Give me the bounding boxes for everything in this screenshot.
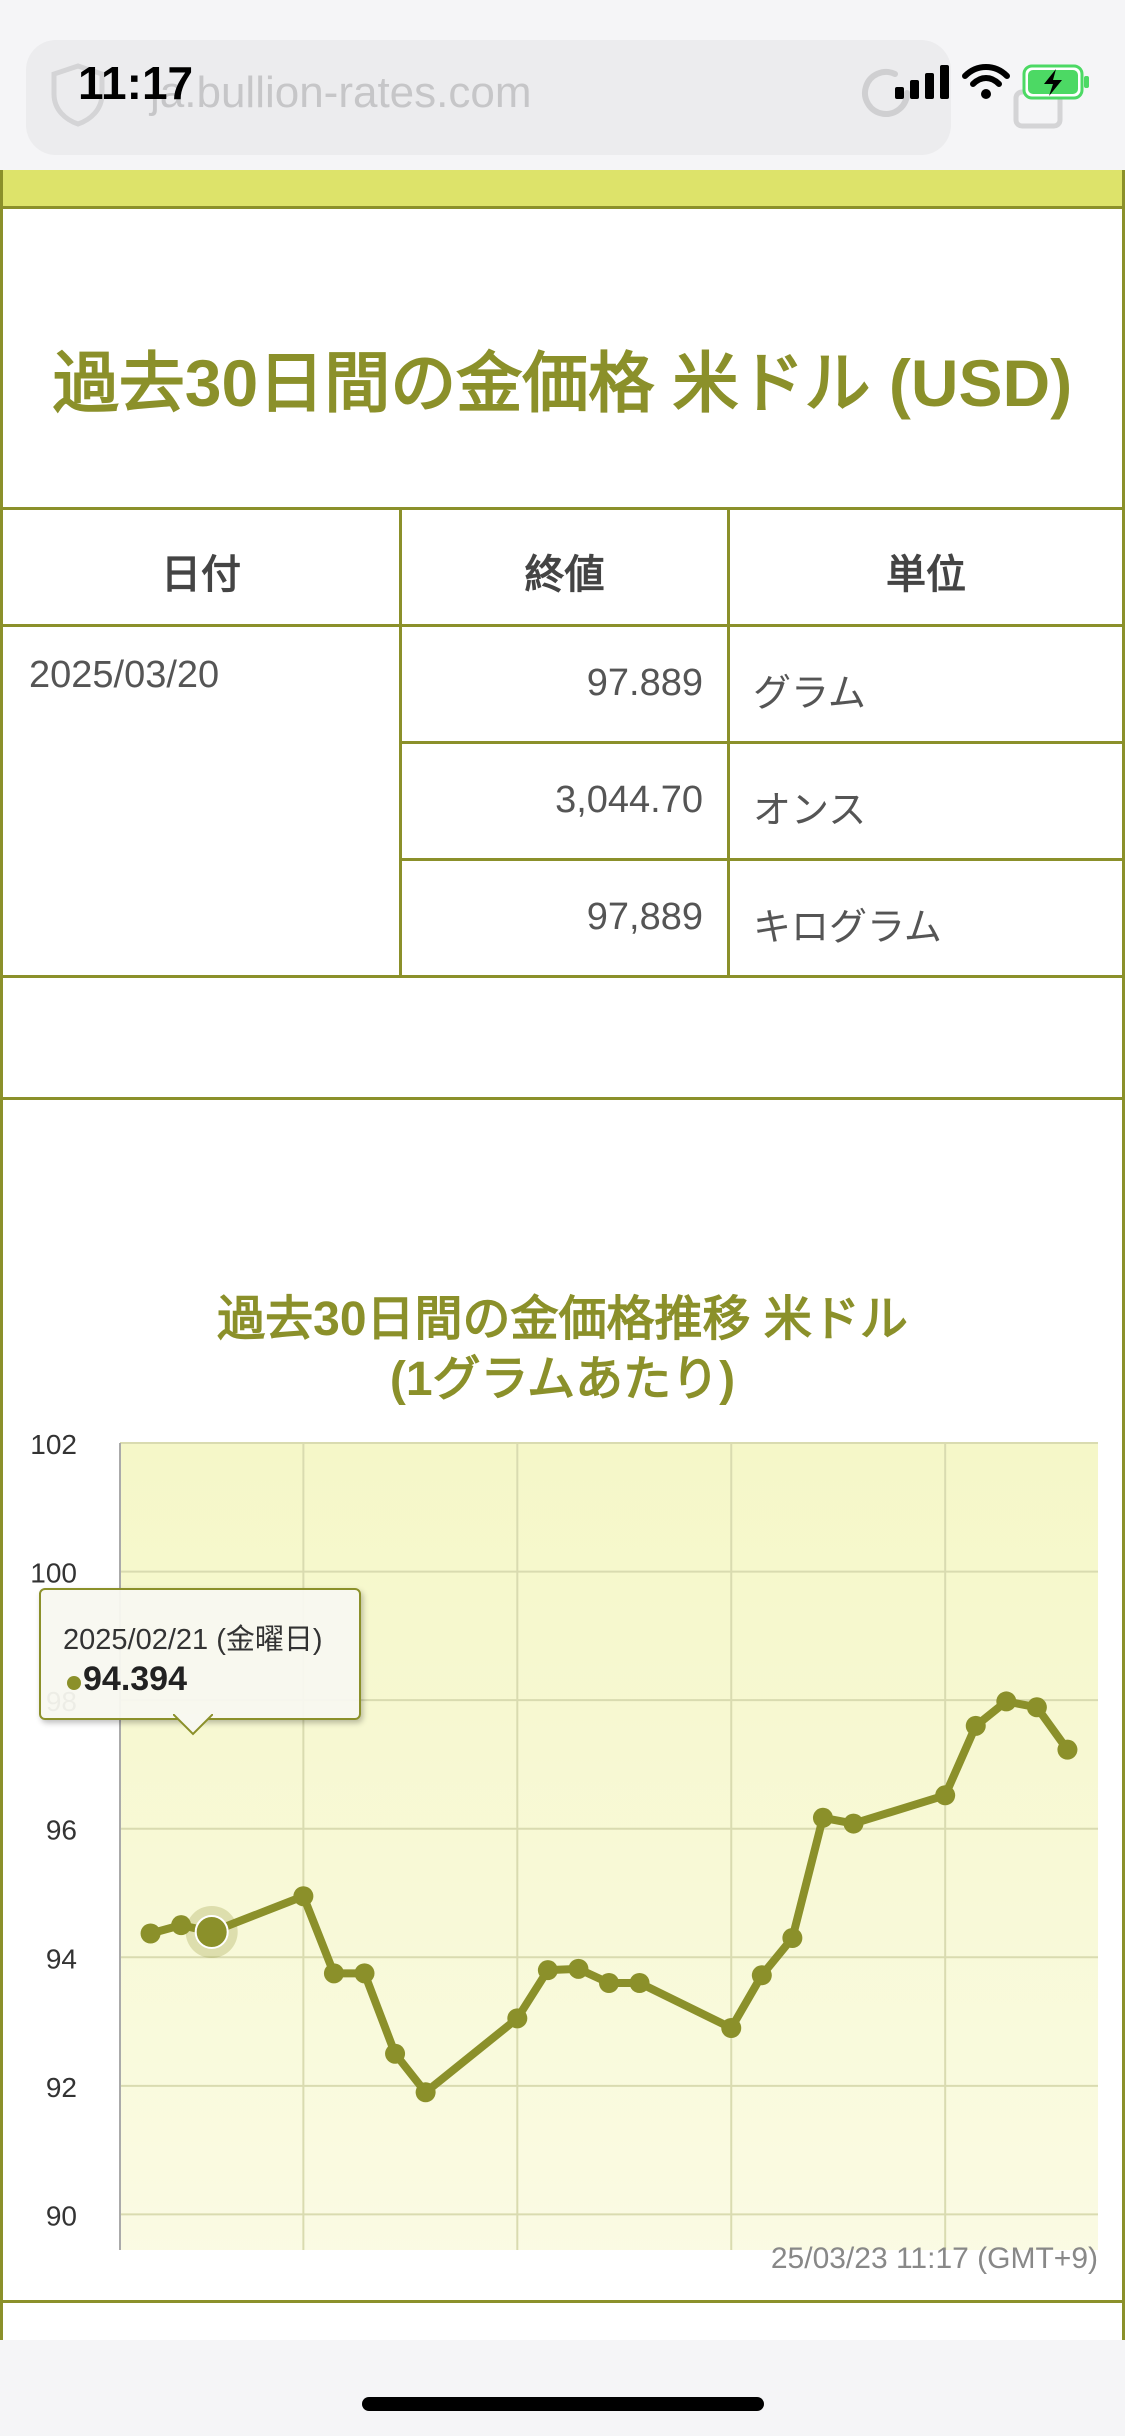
row-divider xyxy=(402,858,1122,861)
data-point xyxy=(354,1963,375,1984)
data-point xyxy=(415,2082,436,2103)
url-text[interactable]: ja.bullion-rates.com xyxy=(150,68,532,117)
y-tick-label: 90 xyxy=(46,2200,77,2231)
plot-background xyxy=(120,1443,1098,2250)
cellular-signal-icon xyxy=(895,65,949,99)
wifi-icon xyxy=(962,64,1010,99)
table-header-border xyxy=(3,624,1122,627)
data-point xyxy=(935,1785,956,1806)
chart-title-line2: (1グラムあたり) xyxy=(389,1353,736,1406)
unit-kilogram: キログラム xyxy=(753,907,942,949)
unit-gram: グラム xyxy=(753,673,866,715)
page-title: 過去30日間の金価格 米ドル (USD) xyxy=(52,346,1073,420)
tooltip-value: 94.394 xyxy=(83,1660,187,1698)
header-accent-strip xyxy=(3,170,1122,209)
data-point xyxy=(171,1915,192,1936)
data-point xyxy=(782,1928,803,1948)
column-divider xyxy=(399,507,402,978)
status-time: 11:17 xyxy=(78,57,194,109)
table-bottom-border xyxy=(3,975,1122,978)
data-point xyxy=(385,2043,406,2064)
data-point xyxy=(1026,1697,1047,1718)
data-point xyxy=(843,1813,864,1834)
data-point xyxy=(140,1923,161,1944)
price-chart[interactable]: 8890929496981001022月月24日3月月 3日3月月10日3月月1… xyxy=(3,1250,1122,2250)
shield-icon xyxy=(51,63,105,127)
price-ounce: 3,044.70 xyxy=(555,779,703,821)
data-point xyxy=(996,1691,1017,1712)
battery-charging-icon xyxy=(1022,64,1089,100)
y-tick-label: 94 xyxy=(46,1943,77,1974)
data-point xyxy=(599,1973,619,1993)
data-point xyxy=(629,1973,650,1993)
header-unit: 単位 xyxy=(886,553,966,597)
chart-timestamp: 25/03/23 11:17 (GMT+9) xyxy=(770,2242,1098,2275)
hover-point xyxy=(194,1914,229,1949)
bottom-toolbar xyxy=(0,2340,1125,2436)
y-tick-label: 102 xyxy=(30,1429,77,1460)
data-point xyxy=(751,1965,772,1986)
data-point xyxy=(965,1715,986,1736)
data-point xyxy=(1057,1739,1078,1760)
price-kilogram: 97,889 xyxy=(586,896,703,938)
table-top-border xyxy=(3,507,1122,510)
data-point xyxy=(293,1886,314,1907)
section-divider xyxy=(3,1097,1122,1100)
tooltip-date: 2025/02/21 (金曜日) xyxy=(63,1624,323,1656)
chart-tooltip: 2025/02/21 (金曜日) 94.394 xyxy=(39,1588,361,1720)
data-point xyxy=(812,1807,833,1828)
data-point xyxy=(537,1960,558,1981)
row-divider xyxy=(402,741,1122,744)
header-close: 終値 xyxy=(524,553,605,597)
data-point xyxy=(568,1958,589,1979)
tooltip-series-marker xyxy=(67,1676,81,1690)
chart-title-line1: 過去30日間の金価格推移 米ドル xyxy=(217,1293,908,1346)
price-gram: 97.889 xyxy=(586,662,703,704)
unit-ounce: オンス xyxy=(753,790,867,832)
header-date: 日付 xyxy=(161,553,241,597)
chart-title: 過去30日間の金価格推移 米ドル (1グラムあたり) xyxy=(3,1290,1122,1410)
column-divider xyxy=(727,507,730,978)
address-bar[interactable] xyxy=(26,40,951,155)
y-tick-label: 92 xyxy=(46,2072,77,2103)
date-cell: 2025/03/20 xyxy=(29,654,220,696)
data-point xyxy=(721,2018,742,2038)
tooltip-pointer xyxy=(173,1714,213,1736)
page-content: 過去30日間の金価格 米ドル (USD) 日付 終値 単位 2025/03/20… xyxy=(0,170,1125,2340)
data-point xyxy=(507,2008,528,2029)
browser-top-bar: ja.bullion-rates.com 11:17 xyxy=(0,0,1125,170)
reload-icon[interactable] xyxy=(855,62,917,124)
section-bottom-border xyxy=(3,2300,1122,2303)
home-indicator[interactable] xyxy=(362,2397,764,2411)
y-tick-label: 100 xyxy=(30,1558,77,1589)
data-point xyxy=(323,1963,344,1984)
y-tick-label: 96 xyxy=(46,1815,77,1846)
